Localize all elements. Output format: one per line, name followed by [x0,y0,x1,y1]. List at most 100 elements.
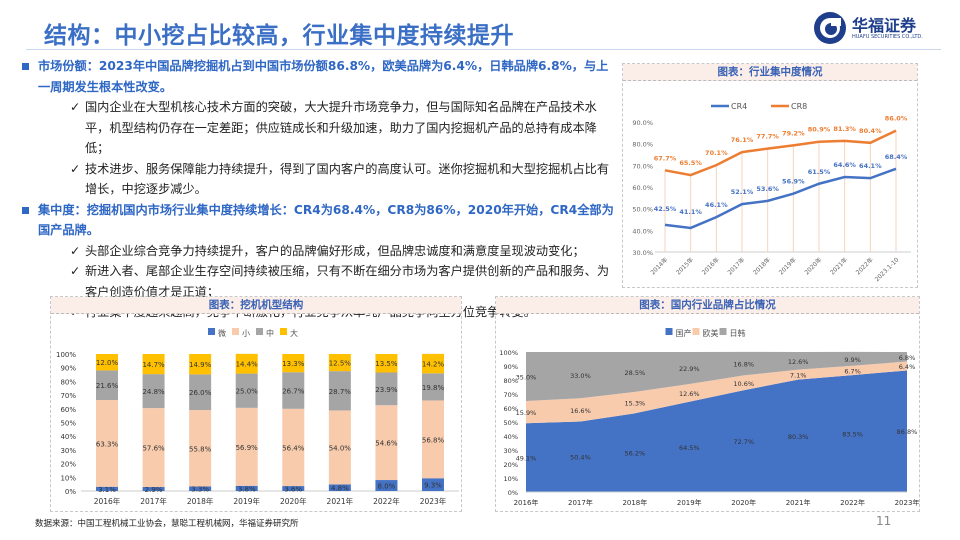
x-tick-label: 2015年 [674,256,695,277]
legend-label: 日韩 [730,328,746,338]
y-tick-label: 80% [60,378,76,386]
x-tick-label: 2016年 [514,498,539,507]
bar-segment-大 [422,353,444,374]
data-label: 9.9% [844,356,861,364]
data-label: 50.4% [570,454,591,462]
data-source: 数据来源：中国工程机械工业协会，慧聪工程机械网，华福证券研究所 [35,519,299,529]
data-label: 19.8% [422,384,445,392]
data-label: 56.9% [236,444,259,452]
bar-segment-中 [96,370,118,401]
legend-swatch [665,328,673,335]
bar-segment-中 [189,374,212,411]
data-label: 25.0% [236,388,259,396]
logo-name: 华福证券 [852,16,917,35]
area-国产 [526,370,907,492]
y-tick-label: 0% [65,488,76,496]
bar-segment-大 [282,354,305,373]
legend-label: 国产 [676,328,692,338]
legend-label: 小 [242,329,250,338]
logo-swirl-icon [814,12,846,44]
data-label: 46.1% [705,201,728,209]
legend-swatch [232,328,239,335]
bar-segment-小 [189,410,212,487]
bullet-concentration: 集中度：挖掘机国内市场行业集中度持续增长：CR4为68.4%，CR8为86%，2… [20,200,615,241]
data-label: 28.5% [625,369,646,377]
data-label: 12.6% [679,390,700,398]
bar-segment-中 [142,374,165,409]
data-label: 79.2% [782,129,805,137]
data-label: 15.9% [516,409,537,417]
bar-segment-小 [375,405,398,481]
y-tick-label: 90% [60,365,76,373]
bar-segment-微 [189,486,212,491]
data-label: 12.6% [788,358,809,366]
bar-segment-微 [422,478,444,491]
data-label: 28.7% [329,388,352,396]
data-label: 12.5% [329,360,352,368]
x-tick-label: 2019年 [677,498,702,507]
chart-title: 图表：国内行业品牌占比情况 [496,297,919,314]
bar-segment-中 [328,371,351,411]
legend-swatch [692,328,700,335]
legend-label: CR8 [791,102,807,111]
data-label: 14.9% [189,361,212,369]
bullet-market-share: 市场份额：2023年中国品牌挖掘机占到中国市场份额86.8%，欧美品牌为6.4%… [20,56,615,97]
data-label: 21.6% [96,382,119,390]
check-icon: ✓ [70,100,81,114]
line-chart: CR4 CR8 30.0% 40.0% 50.0% 60.0% 70.0% 80.0% 90.0… [632,102,911,283]
chart-title: 图表：行业集中度情况 [623,64,917,81]
x-tick-label: 2017年 [140,496,167,506]
x-tick-label: 2020年 [731,498,756,507]
data-label: 26.7% [282,388,305,396]
bar-segment-小 [96,400,118,487]
data-label: 54.6% [375,440,398,448]
data-label: 72.7% [733,438,754,446]
sub-bullet-text: 国内企业在大型机核心技术方面的突破，大大提升市场竞争力，但与国际知名品牌在产品技… [85,100,597,155]
data-label: 70.1% [705,149,728,157]
page-title: 结构：中小挖占比较高，行业集中度持续提升 [44,23,514,49]
data-label: 3.3% [191,486,209,494]
legend-label: 微 [218,328,226,338]
y-tick-label: 10% [60,474,76,482]
data-label: 16.6% [570,407,591,415]
company-logo: 华福证券 HUAFU SECURITIES CO.,LTD. [812,10,932,46]
data-label: 7.1% [790,372,807,380]
y-tick-label: 90% [504,363,518,371]
data-label: 67.7% [654,154,677,162]
data-label: 68.4% [885,153,908,161]
legend-swatch [208,328,215,335]
data-label: 56.4% [282,444,305,452]
x-tick-label: 2023年 [420,496,447,506]
bar-segment-微 [375,480,398,491]
y-tick-label: 100% [499,349,518,357]
bar-segment-微 [142,487,165,491]
bar-segment-小 [142,408,165,488]
y-tick-label: 20% [60,461,76,469]
data-label: 86.0% [885,115,908,123]
bar-segment-微 [282,486,305,491]
data-label: 3.1% [98,486,116,494]
y-tick-label: 40% [60,433,76,441]
legend-label: CR4 [731,102,747,111]
y-tick-label: 80.0% [632,141,653,149]
data-label: 61.5% [808,168,831,176]
data-label: 6.7% [844,367,861,375]
sub-bullet: ✓ 技术进步、服务保障能力持续提升，得到了国内客户的高度认可。迷你挖掘机和大型挖掘… [20,159,615,200]
check-icon: ✓ [70,161,81,176]
data-label: 10.6% [733,380,754,388]
data-label: 14.7% [142,361,165,369]
data-label: 77.7% [756,133,779,141]
data-label: 80.9% [808,126,831,134]
sub-bullet-text: 新进入者、尾部企业生存空间持续被压缩，只有不断在细分市场为客户提供创新的产品和服… [85,264,610,299]
y-tick-label: 60.0% [632,184,653,192]
stacked-area-chart: 国产 欧美 日韩 0% 10% 20% 30% 40% 50% 60% 70% 80% 90% 100% 4… [499,328,919,507]
check-icon: ✓ [70,243,81,258]
y-tick-label: 90.0% [632,119,653,127]
bar-segment-微 [235,485,258,491]
series-line-CR4 [664,167,897,230]
bar-segment-大 [235,353,258,374]
x-tick-label: 2022年 [840,498,865,507]
sub-bullet: ✓ 新进入者、尾部企业生存空间持续被压缩，只有不断在细分市场为客户提供创新的产品和… [20,261,615,302]
bar-segment-大 [142,354,165,375]
x-tick-label: 2022年 [854,256,875,277]
